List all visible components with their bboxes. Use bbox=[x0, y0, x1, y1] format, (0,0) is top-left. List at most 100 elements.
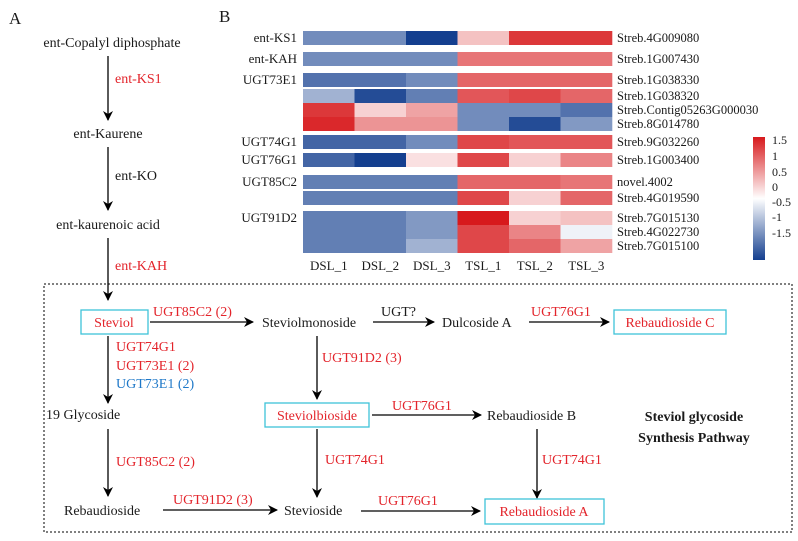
heatmap-cell bbox=[509, 211, 561, 225]
colorbar-tick-label: 0.5 bbox=[772, 165, 787, 179]
heatmap-cell bbox=[457, 103, 510, 117]
panel-b-label: B bbox=[219, 7, 230, 26]
heatmap-cell bbox=[509, 52, 561, 66]
heatmap-cell bbox=[406, 175, 458, 189]
heatmap-cell bbox=[457, 135, 510, 149]
heatmap-cell bbox=[354, 52, 407, 66]
enzyme-ugt91d2-3-bottom: UGT91D2 (3) bbox=[173, 493, 253, 508]
heatmap-cell bbox=[303, 239, 355, 253]
steviol-box bbox=[80, 309, 149, 335]
heatmap-cell bbox=[303, 103, 355, 117]
heatmap-group-label: ent-KS1 bbox=[254, 30, 297, 45]
heatmap-gene-label: Streb.1G038320 bbox=[617, 89, 699, 103]
heatmap-cell bbox=[354, 31, 407, 45]
pathway-dashed-border bbox=[43, 283, 793, 533]
heatmap-cell bbox=[303, 225, 355, 239]
heatmap-cell bbox=[560, 73, 613, 87]
compound-steviol: Steviol bbox=[94, 316, 134, 331]
compound-dulcoside-a: Dulcoside A bbox=[442, 316, 512, 331]
heatmap-sample-label: TSL_1 bbox=[465, 258, 501, 273]
heatmap-cell bbox=[406, 52, 458, 66]
heatmap-cell bbox=[457, 117, 510, 131]
heatmap-cell bbox=[509, 89, 561, 103]
heatmap-cell bbox=[354, 191, 407, 205]
colorbar-tick-label: -0.5 bbox=[772, 195, 791, 209]
heatmap-cell bbox=[406, 191, 458, 205]
heatmap-sample-label: DSL_1 bbox=[310, 258, 348, 273]
heatmap-sample-labels: DSL_1 DSL_2 DSL_3 TSL_1 TSL_2 TSL_3 bbox=[310, 258, 604, 273]
heatmap-cell bbox=[457, 211, 510, 225]
heatmap-cell bbox=[560, 31, 613, 45]
heatmap-cell bbox=[354, 153, 407, 167]
heatmap-cell bbox=[560, 103, 613, 117]
heatmap-cell bbox=[406, 89, 458, 103]
colorbar-tick-label: -1.5 bbox=[772, 226, 791, 240]
heatmap-group-label: UGT91D2 bbox=[241, 210, 297, 225]
heatmap-cell bbox=[457, 153, 510, 167]
heatmap-group-label: UGT74G1 bbox=[241, 134, 297, 149]
heatmap-gene-label: Streb.9G032260 bbox=[617, 135, 699, 149]
panel-a-label: A bbox=[9, 9, 22, 28]
heatmap-cell bbox=[354, 135, 407, 149]
heatmap-gene-label: Streb.4G009080 bbox=[617, 31, 699, 45]
heatmap-cell bbox=[457, 73, 510, 87]
compound-rebaudioside: Rebaudioside bbox=[64, 504, 140, 519]
heatmap-cell bbox=[303, 191, 355, 205]
heatmap-cell bbox=[303, 175, 355, 189]
enzyme-ugt85c2-2-left: UGT85C2 (2) bbox=[116, 455, 195, 470]
heatmap-cell bbox=[509, 175, 561, 189]
heatmap-cell bbox=[509, 191, 561, 205]
heatmap-cell bbox=[303, 52, 355, 66]
heatmap-cell bbox=[406, 153, 458, 167]
compound-19-glycoside: 19 Glycoside bbox=[46, 408, 120, 423]
compound-stevioside: Stevioside bbox=[284, 504, 342, 519]
heatmap-cell bbox=[560, 239, 613, 253]
enzyme-ent-kah: ent-KAH bbox=[115, 259, 167, 274]
heatmap-cell bbox=[457, 52, 510, 66]
heatmap-cell bbox=[354, 211, 407, 225]
enzyme-ugt73e1-red: UGT73E1 (2) bbox=[116, 359, 194, 374]
heatmap-cell bbox=[406, 239, 458, 253]
heatmap-gene-label: Streb.Contig05263G000030 bbox=[617, 103, 758, 117]
heatmap-gene-label: Streb.4G022730 bbox=[617, 225, 699, 239]
heatmap-cell bbox=[457, 175, 510, 189]
heatmap-sample-label: DSL_3 bbox=[413, 258, 451, 273]
heatmap-cell bbox=[457, 239, 510, 253]
heatmap-cell bbox=[354, 89, 407, 103]
heatmap-cell bbox=[560, 175, 613, 189]
panel-b: B ent-KS1 ent-KAH UGT73E1 UGT74G1 UGT76G1 UGT… bbox=[219, 7, 791, 273]
heatmap-cells bbox=[303, 31, 613, 253]
heatmap-gene-label: Streb.4G019590 bbox=[617, 191, 699, 205]
heatmap-cell bbox=[560, 225, 613, 239]
enzyme-ugt74g1-left: UGT74G1 bbox=[116, 340, 176, 355]
heatmap-cell bbox=[560, 135, 613, 149]
colorbar-gradient bbox=[753, 137, 765, 260]
enzyme-ugt74g1-mid: UGT74G1 bbox=[325, 453, 385, 468]
enzyme-ugt76g1-mid: UGT76G1 bbox=[392, 399, 452, 414]
pathway-title-line1: Steviol glycoside bbox=[645, 410, 743, 425]
heatmap-gene-label: Streb.1G003400 bbox=[617, 153, 699, 167]
heatmap-cell bbox=[457, 191, 510, 205]
heatmap-cell bbox=[354, 175, 407, 189]
enzyme-ugt74g1-right: UGT74G1 bbox=[542, 453, 602, 468]
heatmap-group-label: ent-KAH bbox=[249, 51, 297, 66]
heatmap-cell bbox=[406, 103, 458, 117]
heatmap-cell bbox=[560, 191, 613, 205]
enzyme-ugt73e1-blue: UGT73E1 (2) bbox=[116, 377, 194, 392]
heatmap-cell bbox=[560, 211, 613, 225]
heatmap-sample-label: TSL_2 bbox=[517, 258, 553, 273]
enzyme-ugt91d2-3-mid: UGT91D2 (3) bbox=[322, 351, 402, 366]
heatmap-cell bbox=[303, 73, 355, 87]
compound-steviolbioside: Steviolbioside bbox=[277, 409, 357, 424]
heatmap-gene-labels: Streb.4G009080 Streb.1G007430 Streb.1G0383… bbox=[617, 31, 758, 253]
heatmap-cell bbox=[303, 153, 355, 167]
rebaudioside-c-box bbox=[613, 309, 727, 335]
heatmap-cell bbox=[509, 73, 561, 87]
enzyme-ugt76g1-bottom: UGT76G1 bbox=[378, 494, 438, 509]
colorbar-ticks: 1.5 1 0.50-0.5-1 -1.5 bbox=[772, 133, 791, 240]
heatmap-cell bbox=[560, 52, 613, 66]
heatmap-cell bbox=[354, 117, 407, 131]
heatmap-gene-label: Streb.1G007430 bbox=[617, 52, 699, 66]
enzyme-ugt-unknown: UGT? bbox=[381, 305, 416, 320]
